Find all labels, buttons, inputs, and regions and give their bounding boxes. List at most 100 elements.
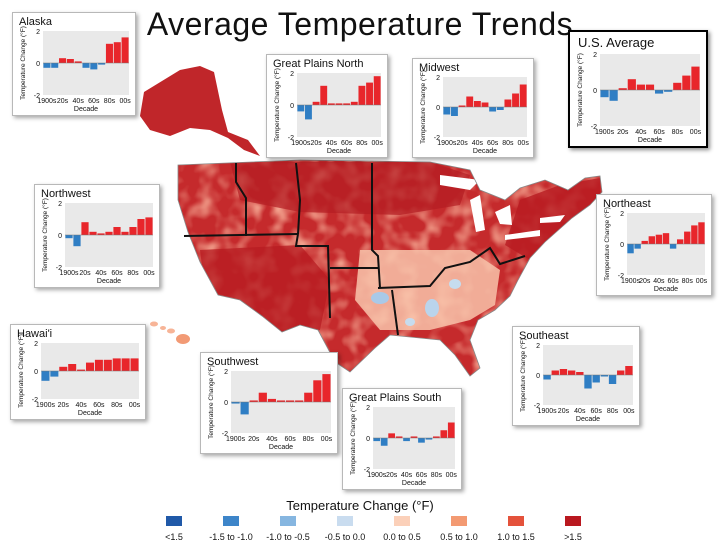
y-tick-southwest: 2 — [224, 369, 228, 376]
y-tick-alaska: 0 — [36, 61, 40, 68]
legend-label-1: -1.5 to -1.0 — [209, 532, 253, 542]
bar-midwest-70s — [496, 107, 504, 110]
x-tick-great-plains-south: 40s — [401, 472, 413, 479]
bar-southeast-20s — [559, 369, 568, 375]
bar-southwest-30s — [258, 392, 267, 402]
bar-northeast-80s — [684, 231, 691, 244]
x-axis-label-southwest: Decade — [269, 444, 293, 451]
bar-northwest-20s — [81, 222, 89, 235]
bar-alaska-1900s — [43, 63, 51, 68]
bar-northwest-30s — [89, 231, 97, 235]
main-title: Average Temperature Trends — [146, 6, 574, 42]
y-tick-hawai-i: 0 — [34, 369, 38, 376]
bar-alaska-80s — [105, 43, 113, 63]
cool-spot-1 — [371, 292, 389, 304]
bar-southwest-40s — [267, 398, 276, 402]
bar-hawai-i-00s — [130, 358, 139, 371]
bar-northwest-80s — [129, 227, 137, 235]
bar-u-s-average-10s — [609, 90, 618, 101]
y-tick-hawai-i: -2 — [32, 397, 38, 404]
bar-great-plains-south-80s — [433, 436, 440, 438]
chart-title-hawai-i: Hawai'i — [17, 328, 52, 340]
y-axis-label-great-plains-south: Temperature Change (°F) — [349, 401, 357, 475]
panel-alaska: Alaska Temperature Change (°F) 2 0 -2 1900s 20… — [12, 12, 136, 116]
bar-u-s-average-90s — [682, 75, 691, 90]
y-tick-alaska: 2 — [36, 29, 40, 36]
y-tick-southwest: 0 — [224, 400, 228, 407]
bar-hawai-i-70s — [103, 359, 112, 371]
y-tick-southwest: -2 — [222, 431, 228, 438]
legend-label-0: <1.5 — [165, 532, 183, 542]
y-tick-great-plains-north: 0 — [290, 103, 294, 110]
bar-midwest-30s — [466, 96, 474, 107]
x-tick-hawai-i: 00s — [129, 402, 141, 409]
x-tick-great-plains-south: 1900s — [367, 472, 387, 479]
legend-swatch-0 — [166, 516, 182, 526]
bar-northwest-50s — [105, 231, 113, 235]
y-tick-great-plains-north: 2 — [290, 71, 294, 78]
y-tick-midwest: 2 — [436, 75, 440, 82]
x-tick-midwest: 20s — [456, 140, 468, 147]
bar-southeast-50s — [584, 375, 592, 389]
bar-alaska-20s — [59, 58, 67, 63]
y-tick-southeast: 2 — [536, 343, 540, 350]
bar-southwest-70s — [295, 400, 304, 402]
hawaii-island-3 — [167, 328, 175, 334]
bar-great-plains-south-30s — [395, 436, 403, 438]
x-tick-southeast: 80s — [607, 408, 619, 415]
bar-hawai-i-1900s — [41, 371, 50, 381]
x-tick-alaska: 20s — [57, 98, 69, 105]
x-tick-northwest: 20s — [79, 270, 91, 277]
bar-northwest-40s — [97, 233, 105, 235]
panel-great-plains-south: Great Plains South Temperature Change (°F… — [342, 388, 462, 490]
chart-title-great-plains-south: Great Plains South — [349, 392, 441, 404]
bar-midwest-60s — [489, 107, 497, 112]
chart-title-northwest: Northwest — [41, 188, 91, 200]
bar-northeast-1900s — [627, 244, 634, 254]
chart-title-alaska: Alaska — [19, 16, 53, 28]
y-tick-northwest: 2 — [58, 201, 62, 208]
north-warm-zone — [230, 162, 470, 215]
y-tick-northeast: 2 — [620, 211, 624, 218]
chart-title-southwest: Southwest — [207, 356, 258, 368]
x-tick-alaska: 60s — [88, 98, 100, 105]
x-tick-northeast: 80s — [682, 278, 694, 285]
bar-u-s-average-70s — [664, 90, 673, 92]
hawaii-island-1 — [150, 321, 158, 327]
x-tick-northwest: 40s — [95, 270, 107, 277]
y-tick-southeast: 0 — [536, 373, 540, 380]
bar-southwest-20s — [249, 400, 258, 402]
legend-label-7: >1.5 — [564, 532, 582, 542]
bar-southwest-60s — [286, 400, 295, 402]
x-tick-alaska: 00s — [119, 98, 131, 105]
bar-hawai-i-20s — [59, 366, 68, 371]
bar-southwest-50s — [276, 400, 286, 402]
bar-hawai-i-90s — [121, 358, 130, 371]
bar-great-plains-south-00s — [447, 422, 455, 438]
x-tick-hawai-i: 40s — [75, 402, 87, 409]
us-outline — [177, 159, 603, 377]
x-tick-u-s-average: 80s — [672, 129, 684, 136]
chart-title-midwest: Midwest — [419, 62, 459, 74]
great-lakes — [440, 175, 565, 240]
x-tick-southwest: 00s — [321, 436, 333, 443]
x-tick-southwest: 1900s — [226, 436, 246, 443]
x-tick-great-plains-south: 20s — [386, 472, 398, 479]
legend-label-3: -0.5 to 0.0 — [325, 532, 366, 542]
y-axis-label-alaska: Temperature Change (°F) — [19, 26, 27, 100]
x-tick-great-plains-north: 80s — [356, 140, 368, 147]
bar-southwest-80s — [304, 392, 313, 402]
bar-southeast-70s — [600, 375, 609, 377]
panel-southwest: Southwest Temperature Change (°F) 2 0 -2 1900… — [200, 352, 338, 454]
x-tick-u-s-average: 60s — [653, 129, 665, 136]
y-tick-u-s-average: 2 — [593, 52, 597, 59]
y-tick-great-plains-south: -2 — [364, 467, 370, 474]
bar-northeast-10s — [634, 244, 641, 249]
cool-spot-4 — [405, 318, 415, 326]
y-tick-u-s-average: 0 — [593, 88, 597, 95]
bar-southwest-10s — [240, 402, 249, 415]
y-tick-great-plains-south: 0 — [366, 436, 370, 443]
chart-title-southeast: Southeast — [519, 330, 569, 342]
bar-great-plains-north-90s — [366, 82, 373, 105]
x-tick-southeast: 60s — [591, 408, 603, 415]
